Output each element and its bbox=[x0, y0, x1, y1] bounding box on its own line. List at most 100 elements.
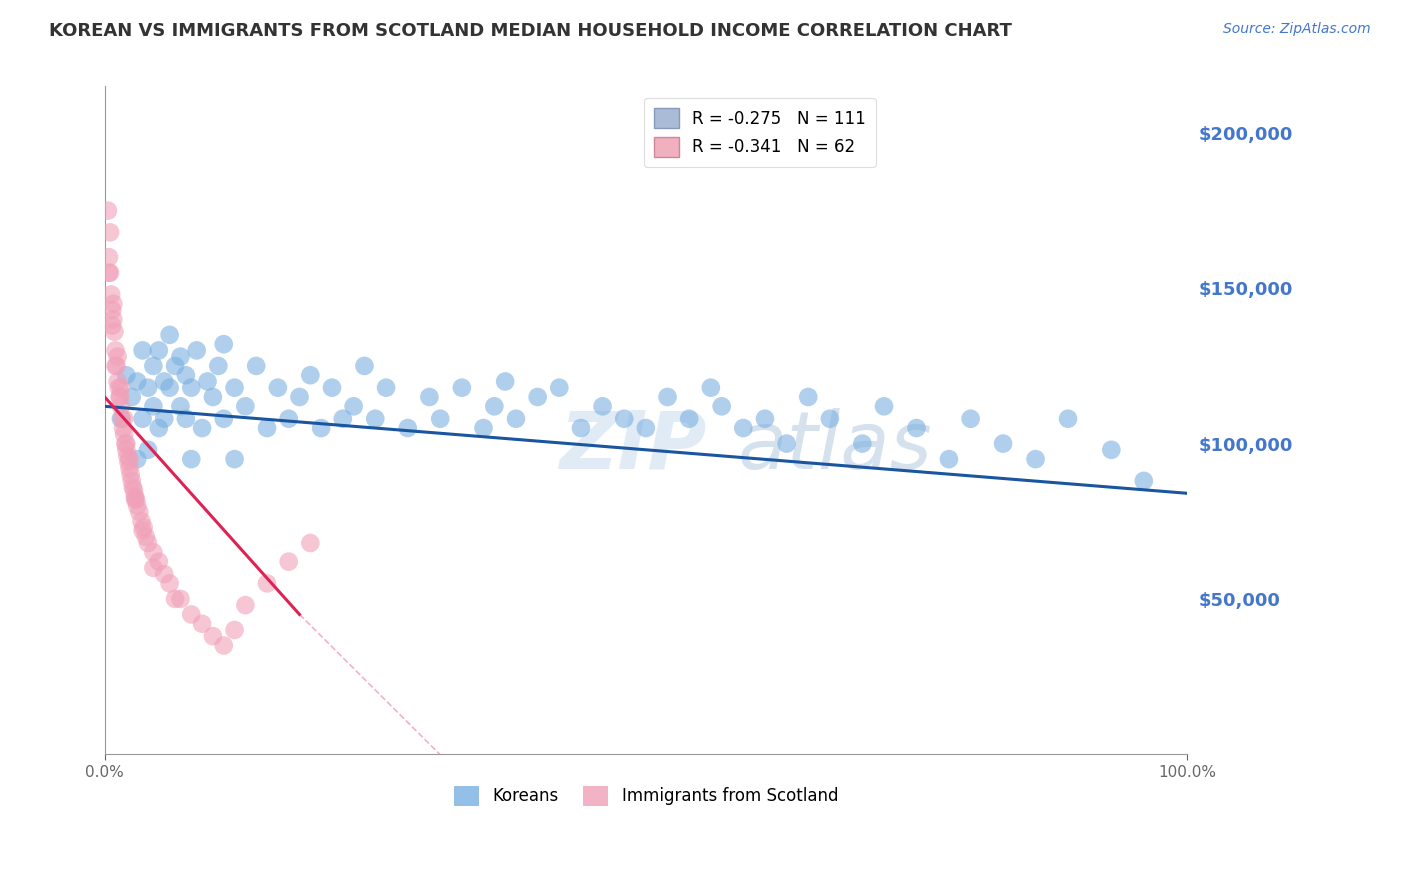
Point bbox=[201, 629, 224, 643]
Text: KOREAN VS IMMIGRANTS FROM SCOTLAND MEDIAN HOUSEHOLD INCOME CORRELATION CHART: KOREAN VS IMMIGRANTS FROM SCOTLAND MEDIA… bbox=[49, 22, 1012, 40]
Point bbox=[1025, 452, 1047, 467]
Point bbox=[135, 530, 157, 544]
Point bbox=[148, 343, 170, 358]
Point bbox=[98, 225, 121, 239]
Point bbox=[505, 411, 527, 425]
Point bbox=[494, 375, 516, 389]
Point bbox=[101, 303, 124, 318]
Point bbox=[267, 381, 290, 395]
Point bbox=[110, 411, 132, 425]
Point bbox=[343, 400, 366, 414]
Point bbox=[613, 411, 636, 425]
Point bbox=[108, 390, 131, 404]
Point bbox=[353, 359, 375, 373]
Point bbox=[136, 381, 159, 395]
Point bbox=[905, 421, 928, 435]
Point bbox=[309, 421, 332, 435]
Point bbox=[115, 368, 138, 383]
Point bbox=[224, 452, 246, 467]
Point bbox=[245, 359, 267, 373]
Point bbox=[112, 427, 135, 442]
Point bbox=[472, 421, 495, 435]
Point bbox=[124, 492, 146, 507]
Point bbox=[212, 411, 235, 425]
Point bbox=[117, 449, 139, 463]
Point bbox=[959, 411, 981, 425]
Point bbox=[256, 576, 278, 591]
Point bbox=[104, 359, 127, 373]
Point bbox=[288, 390, 311, 404]
Point bbox=[142, 561, 165, 575]
Point bbox=[142, 545, 165, 559]
Point bbox=[104, 343, 127, 358]
Point bbox=[153, 411, 176, 425]
Point bbox=[180, 607, 202, 622]
Point bbox=[159, 576, 181, 591]
Point bbox=[938, 452, 960, 467]
Point bbox=[169, 400, 191, 414]
Point bbox=[873, 400, 896, 414]
Point bbox=[121, 390, 143, 404]
Point bbox=[110, 400, 132, 414]
Point bbox=[115, 442, 138, 457]
Point bbox=[103, 312, 125, 326]
Point bbox=[235, 598, 257, 612]
Point bbox=[127, 499, 149, 513]
Point bbox=[98, 266, 121, 280]
Point bbox=[107, 375, 129, 389]
Point bbox=[700, 381, 723, 395]
Point bbox=[396, 421, 419, 435]
Point bbox=[112, 411, 135, 425]
Point bbox=[124, 489, 146, 503]
Point bbox=[118, 461, 141, 475]
Point bbox=[634, 421, 657, 435]
Point bbox=[364, 411, 387, 425]
Point bbox=[153, 567, 176, 582]
Text: Source: ZipAtlas.com: Source: ZipAtlas.com bbox=[1223, 22, 1371, 37]
Point bbox=[163, 591, 186, 606]
Point bbox=[569, 421, 592, 435]
Point bbox=[169, 591, 191, 606]
Point bbox=[235, 400, 257, 414]
Point bbox=[484, 400, 506, 414]
Point bbox=[212, 337, 235, 351]
Point bbox=[131, 514, 153, 528]
Point bbox=[451, 381, 474, 395]
Point bbox=[991, 436, 1014, 450]
Point bbox=[111, 411, 134, 425]
Point bbox=[131, 411, 153, 425]
Point bbox=[97, 203, 120, 218]
Point bbox=[797, 390, 820, 404]
Point bbox=[186, 343, 208, 358]
Point bbox=[657, 390, 679, 404]
Point bbox=[136, 536, 159, 550]
Point bbox=[1133, 474, 1156, 488]
Point bbox=[678, 411, 700, 425]
Point bbox=[120, 467, 142, 482]
Point bbox=[127, 375, 149, 389]
Point bbox=[110, 381, 132, 395]
Point bbox=[159, 327, 181, 342]
Point bbox=[207, 359, 229, 373]
Point bbox=[299, 536, 322, 550]
Point bbox=[174, 368, 197, 383]
Point bbox=[256, 421, 278, 435]
Y-axis label: Median Household Income: Median Household Income bbox=[0, 319, 7, 522]
Point bbox=[142, 359, 165, 373]
Point bbox=[128, 505, 150, 519]
Point bbox=[103, 297, 125, 311]
Point bbox=[775, 436, 797, 450]
Point bbox=[592, 400, 614, 414]
Legend: Koreans, Immigrants from Scotland: Koreans, Immigrants from Scotland bbox=[447, 779, 845, 813]
Point bbox=[101, 318, 124, 333]
Point bbox=[131, 524, 153, 538]
Point bbox=[131, 343, 153, 358]
Point bbox=[112, 421, 135, 435]
Point bbox=[224, 623, 246, 637]
Point bbox=[429, 411, 451, 425]
Point bbox=[115, 436, 138, 450]
Point bbox=[197, 375, 219, 389]
Point bbox=[754, 411, 776, 425]
Point bbox=[125, 492, 148, 507]
Point bbox=[321, 381, 343, 395]
